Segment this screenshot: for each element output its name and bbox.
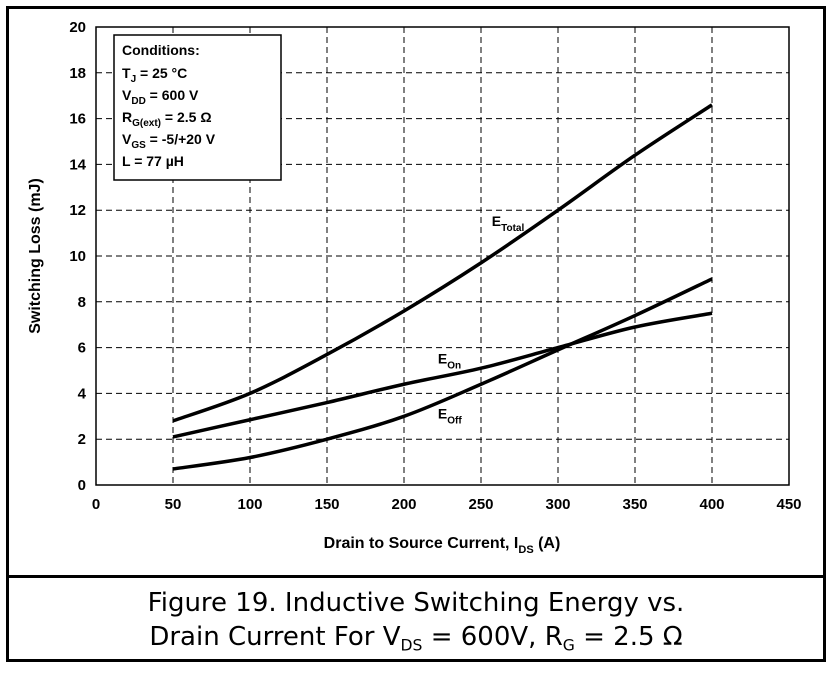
caption-line-1: Figure 19. Inductive Switching Energy vs…: [147, 588, 685, 618]
y-tick-label: 4: [78, 385, 87, 402]
series-label-e-total: ETotal: [492, 213, 525, 234]
figure-caption: Figure 19. Inductive Switching Energy vs…: [6, 586, 826, 662]
x-tick-label: 0: [92, 496, 100, 513]
y-tick-label: 10: [69, 248, 86, 265]
y-tick-label: 18: [69, 65, 86, 82]
conditions-line: L = 77 µH: [122, 153, 184, 169]
y-tick-label: 2: [78, 431, 86, 448]
x-tick-label: 300: [545, 496, 570, 513]
series-line-e-total: [172, 103, 713, 423]
series-line-e-on: [172, 311, 713, 439]
caption-line-2: Drain Current For VDS = 600V, RG = 2.5 Ω: [149, 622, 683, 655]
series-line-e-off: [172, 277, 713, 471]
x-tick-label: 150: [314, 496, 339, 513]
y-tick-label: 6: [78, 340, 86, 357]
x-axis-label: Drain to Source Current, IDS (A): [324, 535, 561, 556]
y-tick-label: 20: [69, 19, 86, 36]
x-tick-label: 400: [699, 496, 724, 513]
y-tick-label: 8: [78, 294, 86, 311]
y-tick-label: 0: [78, 477, 86, 494]
series-label-e-on: EOn: [438, 351, 461, 372]
x-tick-label: 200: [391, 496, 416, 513]
figure-frame: [6, 6, 826, 662]
conditions-title: Conditions:: [122, 42, 200, 58]
conditions-line: RG(ext) = 2.5 Ω: [122, 109, 212, 129]
tick-labels: 0 50 100 150 200 250 300 350 400 450 0 2 4 6 8 10 12 14 16…: [69, 19, 801, 513]
x-tick-label: 100: [237, 496, 262, 513]
caption-divider: [6, 575, 826, 578]
y-tick-label: 12: [69, 202, 86, 219]
x-tick-label: 450: [776, 496, 801, 513]
y-axis-label: Switching Loss (mJ): [27, 178, 44, 334]
y-tick-label: 14: [69, 156, 86, 173]
series-curves: [172, 103, 713, 471]
conditions-line: TJ = 25 °C: [122, 65, 187, 85]
conditions-line: VDD = 600 V: [122, 87, 199, 107]
conditions-line: VGS = -5/+20 V: [122, 131, 216, 151]
y-tick-label: 16: [69, 111, 86, 128]
switching-loss-chart: 0 50 100 150 200 250 300 350 400 450 0 2 4 6 8 10 12 14 16…: [27, 19, 802, 556]
x-tick-label: 50: [165, 496, 182, 513]
series-labels: ETotal EOn EOff: [438, 213, 525, 426]
x-tick-label: 250: [468, 496, 493, 513]
plot-area-border: [95, 26, 790, 486]
x-tick-label: 350: [622, 496, 647, 513]
series-label-e-off: EOff: [438, 406, 462, 427]
